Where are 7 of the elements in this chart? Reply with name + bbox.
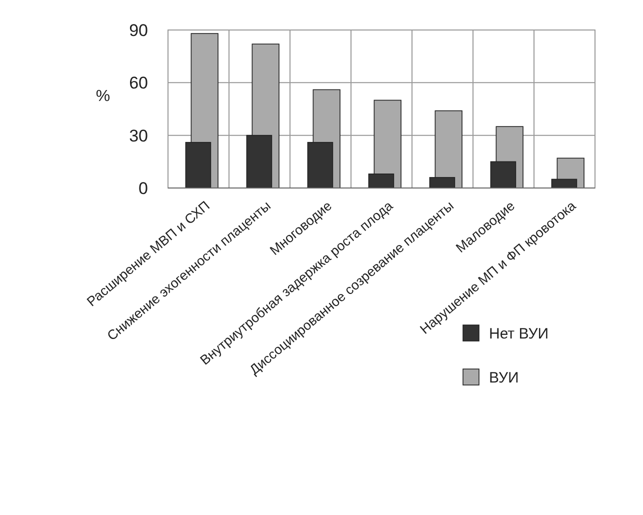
legend-label: Нет ВУИ [489,325,549,342]
y-tick-label: 60 [129,74,148,93]
y-axis-title: % [96,88,110,105]
y-tick-label: 30 [129,126,148,146]
legend-label: ВУИ [489,369,519,386]
y-tick-label: 90 [129,20,148,40]
y-tick-label: 0 [138,178,148,198]
